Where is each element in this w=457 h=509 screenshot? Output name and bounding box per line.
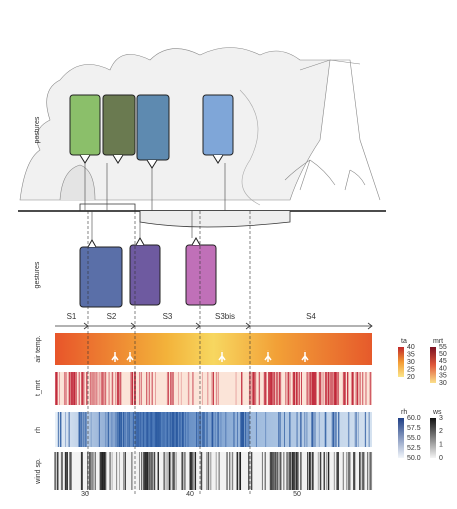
gesture-photos xyxy=(79,236,217,308)
person-icon xyxy=(111,350,119,362)
colorbar-tick: 40 xyxy=(407,344,415,351)
segment-label: S3 xyxy=(163,312,173,321)
x-tick-label: 30 xyxy=(81,491,89,498)
colorbar-tick: 55 xyxy=(439,344,447,351)
colorbar-title: mrt xyxy=(433,338,443,345)
colorbar-tick: 40 xyxy=(439,365,447,372)
colorbar xyxy=(430,418,436,458)
arrow-head xyxy=(367,322,373,330)
side-label: wind sp. xyxy=(35,458,42,485)
wind-strip xyxy=(55,452,372,490)
side-label: postures xyxy=(34,116,41,143)
bench xyxy=(79,203,136,211)
colorbar xyxy=(430,347,436,383)
air-temp-strip xyxy=(55,333,372,365)
colorbar-tick: 0 xyxy=(439,455,443,462)
colorbar-tick: 55.0 xyxy=(407,435,421,442)
side-label: rh xyxy=(35,427,42,433)
colorbar-tick: 35 xyxy=(439,373,447,380)
segment-label: S3bis xyxy=(215,312,235,321)
segment-label: S2 xyxy=(107,312,117,321)
channel xyxy=(139,211,291,228)
x-tick-label: 40 xyxy=(186,491,194,498)
person-icon xyxy=(218,350,226,362)
colorbar xyxy=(398,347,404,377)
colorbar-title: ta xyxy=(401,338,407,345)
colorbar-tick: 52.5 xyxy=(407,445,421,452)
colorbar-tick: 1 xyxy=(439,442,443,449)
connector-lines xyxy=(84,163,226,240)
colorbar xyxy=(398,418,404,458)
colorbar-tick: 60.0 xyxy=(407,415,421,422)
person-icon xyxy=(264,350,272,362)
side-label: t_mrt xyxy=(35,380,42,396)
colorbar-tick: 30 xyxy=(439,380,447,387)
x-tick-label: 50 xyxy=(293,491,301,498)
colorbar-tick: 57.5 xyxy=(407,425,421,432)
person-icon xyxy=(301,350,309,362)
segment-label: S1 xyxy=(67,312,77,321)
posture-photos xyxy=(69,94,234,169)
side-label: gestures xyxy=(34,261,41,288)
colorbar-tick: 30 xyxy=(407,359,415,366)
person-icon xyxy=(126,350,134,362)
colorbar-tick: 25 xyxy=(407,366,415,373)
colorbar-tick: 50.0 xyxy=(407,455,421,462)
colorbar-tick: 50 xyxy=(439,351,447,358)
colorbar-tick: 45 xyxy=(439,358,447,365)
colorbar-title: ws xyxy=(432,409,442,416)
colorbar-tick: 2 xyxy=(439,428,443,435)
colorbar-tick: 3 xyxy=(439,415,443,422)
colorbar-tick: 35 xyxy=(407,351,415,358)
colorbar-tick: 20 xyxy=(407,374,415,381)
side-label: air temp. xyxy=(35,335,42,362)
landscape-sketch xyxy=(19,47,381,206)
segment-label: S4 xyxy=(306,312,316,321)
colorbar-title: rh xyxy=(401,409,407,416)
rh-strip xyxy=(55,412,372,447)
